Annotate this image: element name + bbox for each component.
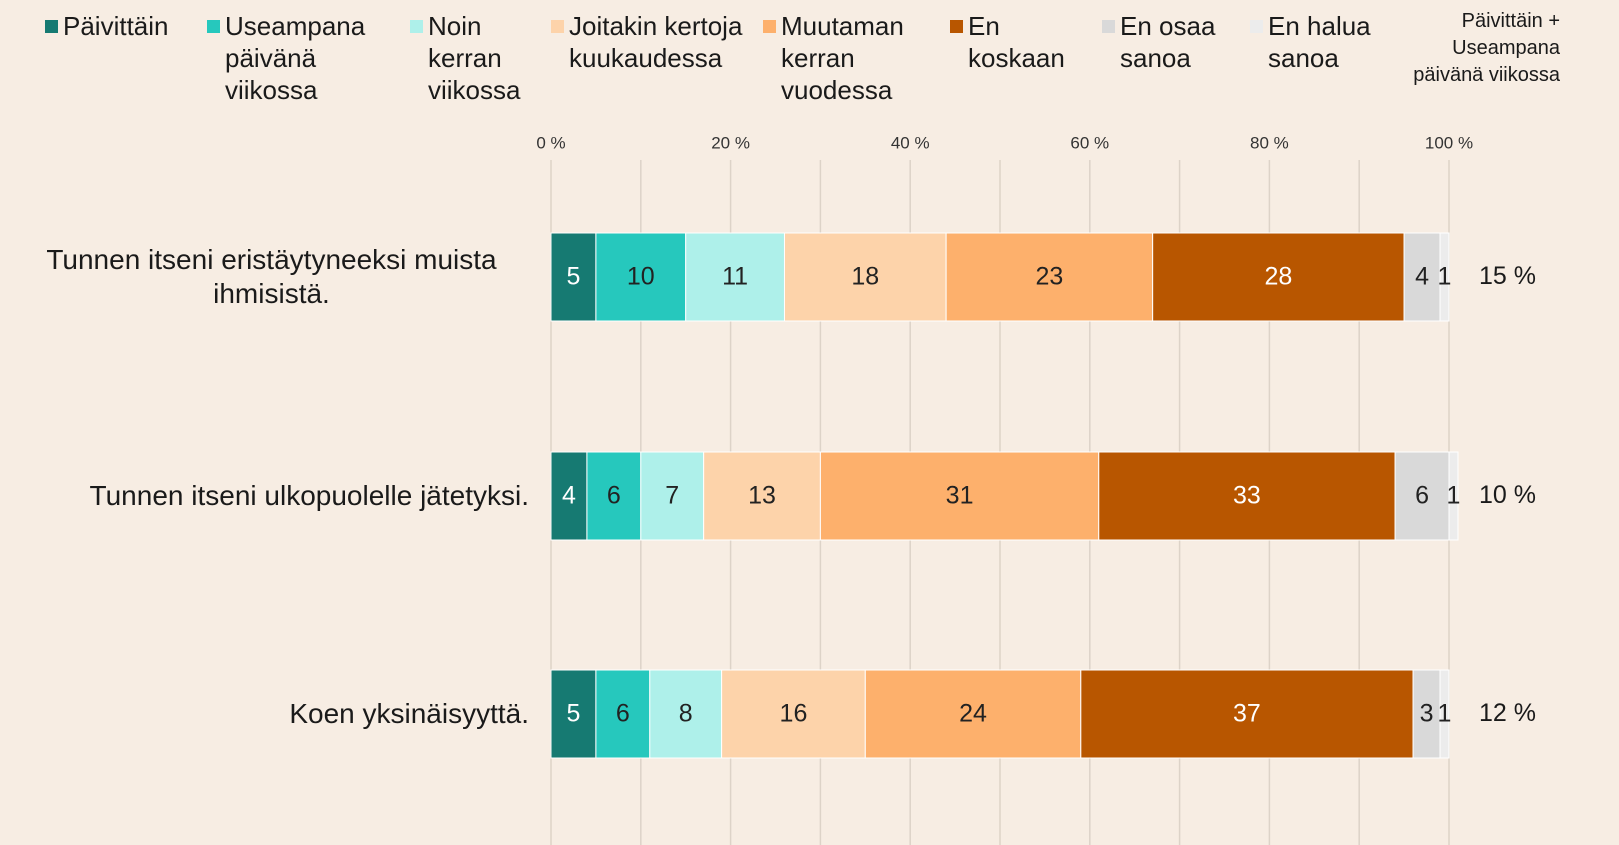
bar-segment [1439, 232, 1450, 322]
legend-item: En osaa sanoa [1102, 10, 1230, 74]
bar-segment [864, 669, 1082, 759]
legend-item: Useampana päivänä viikossa [207, 10, 395, 106]
bar-segment [1098, 451, 1396, 541]
bar-segment [721, 669, 866, 759]
total-label: 10 % [1479, 481, 1536, 509]
data-label: 28 [1264, 263, 1292, 291]
category-text: Tunnen itseni eristäytyneeksi muista ihm… [46, 244, 497, 309]
bar-segment [550, 669, 597, 759]
legend-swatch [1250, 20, 1263, 33]
data-label: 7 [665, 482, 679, 510]
bar-segment [1439, 669, 1450, 759]
legend-item: En halua sanoa [1250, 10, 1388, 74]
bar-segment [783, 232, 947, 322]
category-text: Koen yksinäisyyttä. [289, 698, 529, 729]
category-label: Tunnen itseni eristäytyneeksi muista ihm… [9, 227, 529, 327]
bar-segment [586, 451, 642, 541]
bar-segment [1152, 232, 1405, 322]
x-tick-label: 40 % [891, 133, 930, 152]
x-tick-label: 0 % [536, 133, 565, 152]
legend-swatch [763, 20, 776, 33]
legend-swatch [1102, 20, 1115, 33]
data-label: 6 [607, 482, 621, 510]
data-label: 3 [1420, 700, 1434, 728]
x-tick-label: 60 % [1070, 133, 1109, 152]
bar-segment [640, 451, 705, 541]
category-label: Koen yksinäisyyttä. [9, 664, 529, 764]
category-label: Tunnen itseni ulkopuolelle jätetyksi. [9, 446, 529, 546]
legend-item: En koskaan [950, 10, 1068, 74]
legend-item: Noin kerran viikossa [410, 10, 538, 106]
data-label: 8 [679, 700, 693, 728]
legend-swatch [950, 20, 963, 33]
bar-segment [703, 451, 821, 541]
legend-label: Noin kerran viikossa [428, 11, 521, 105]
data-label: 24 [959, 700, 987, 728]
data-label: 11 [722, 263, 748, 291]
data-label: 37 [1233, 700, 1261, 728]
x-tick-label: 100 % [1425, 133, 1473, 152]
totals-header: Päivittäin + Useampana päivänä viikossa [1413, 10, 1560, 86]
data-label: 10 [627, 263, 655, 291]
legend-swatch [45, 20, 58, 33]
x-tick-label: 20 % [711, 133, 750, 152]
bar-segment [1394, 451, 1450, 541]
legend-label: Muutaman kerran vuodessa [781, 11, 904, 105]
legend-item: Joitakin kertoja kuukaudessa [551, 10, 749, 74]
data-label: 31 [946, 482, 974, 510]
data-label: 5 [566, 263, 580, 291]
data-label: 16 [780, 700, 808, 728]
legend-item: Päivittäin [45, 10, 203, 42]
data-label: 1 [1447, 482, 1461, 510]
category-text: Tunnen itseni ulkopuolelle jätetyksi. [89, 480, 529, 511]
data-label: 18 [851, 263, 879, 291]
data-label: 4 [1415, 263, 1429, 291]
legend-label: Joitakin kertoja kuukaudessa [569, 11, 743, 73]
bar-segment [1448, 451, 1459, 541]
legend-swatch [551, 20, 564, 33]
legend-label: Päivittäin [63, 11, 169, 41]
data-label: 6 [616, 700, 630, 728]
bar-segment [945, 232, 1154, 322]
total-label: 15 % [1479, 262, 1536, 290]
legend-label: En osaa sanoa [1120, 11, 1216, 73]
bar-segment [819, 451, 1100, 541]
bar-segment [1412, 669, 1441, 759]
data-label: 4 [562, 482, 576, 510]
data-label: 6 [1415, 482, 1429, 510]
bar-segment [550, 451, 588, 541]
total-label: 12 % [1479, 699, 1536, 727]
data-label: 33 [1233, 482, 1261, 510]
data-label: 1 [1438, 263, 1452, 291]
legend-swatch [410, 20, 423, 33]
data-label: 1 [1438, 700, 1452, 728]
legend-label: En koskaan [968, 11, 1065, 73]
data-label: 13 [748, 482, 776, 510]
x-tick-label: 80 % [1250, 133, 1289, 152]
bar-segment [595, 669, 651, 759]
data-label: 5 [566, 700, 580, 728]
data-label: 23 [1035, 263, 1063, 291]
legend-item: Muutaman kerran vuodessa [763, 10, 941, 106]
bar-segment [1403, 232, 1441, 322]
legend-label: Useampana päivänä viikossa [225, 11, 366, 105]
legend-label: En halua sanoa [1268, 11, 1371, 73]
legend-swatch [207, 20, 220, 33]
